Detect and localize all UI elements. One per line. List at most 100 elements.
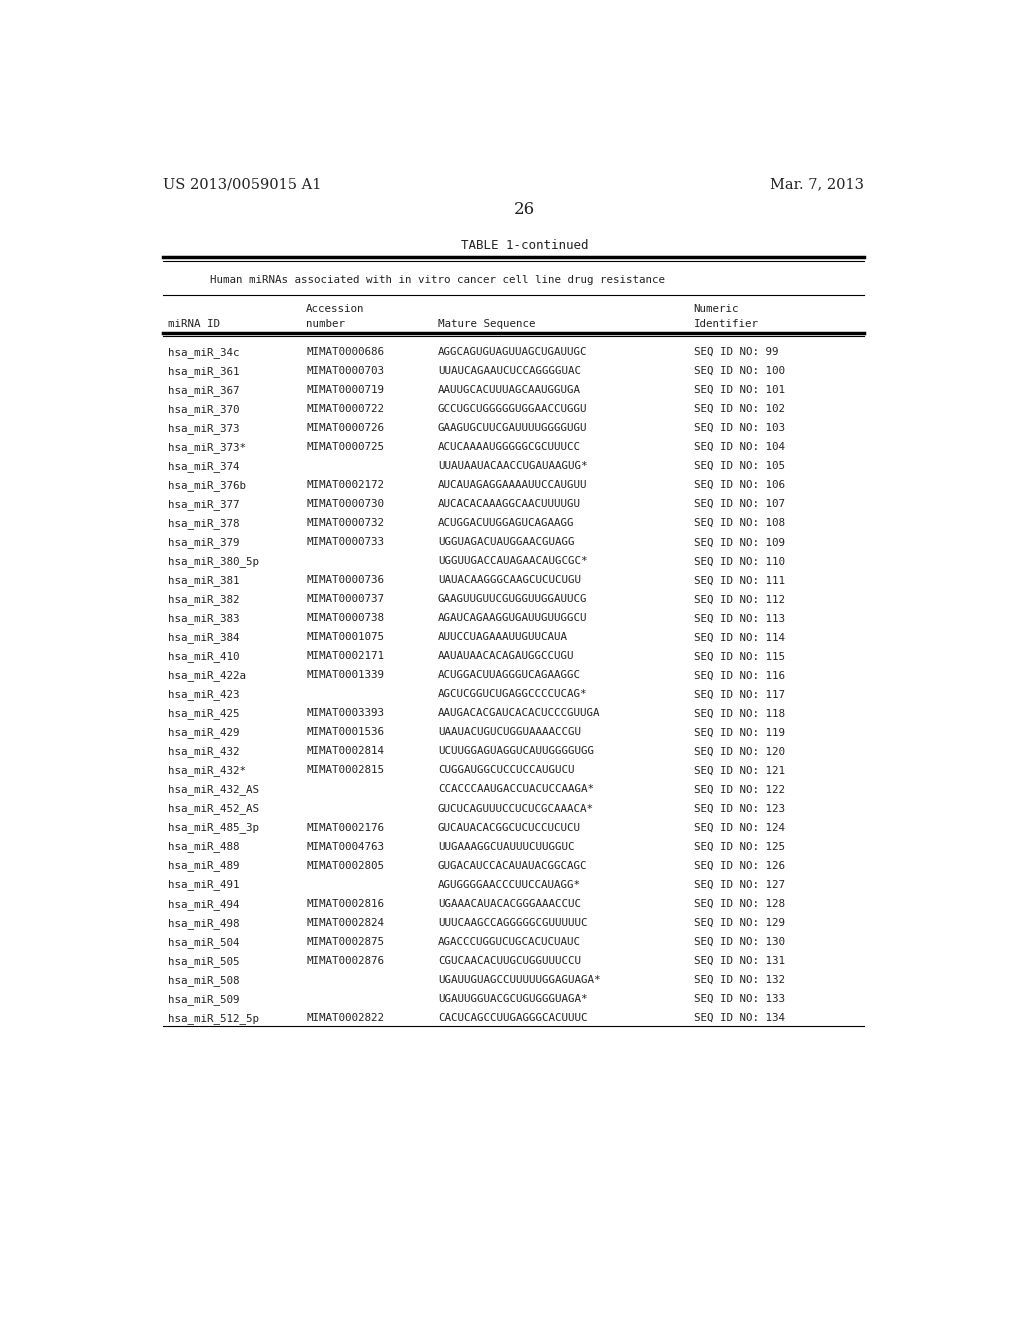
Text: SEQ ID NO: 108: SEQ ID NO: 108: [693, 519, 784, 528]
Text: MIMAT0001536: MIMAT0001536: [306, 727, 384, 738]
Text: AUCAUAGAGGAAAAUUCCAUGUU: AUCAUAGAGGAAAAUUCCAUGUU: [438, 480, 588, 490]
Text: MIMAT0002814: MIMAT0002814: [306, 746, 384, 756]
Text: MIMAT0002822: MIMAT0002822: [306, 1012, 384, 1023]
Text: UGAUUGGUACGCUGUGGGUAGA*: UGAUUGGUACGCUGUGGGUAGA*: [438, 994, 588, 1003]
Text: MIMAT0000730: MIMAT0000730: [306, 499, 384, 510]
Text: SEQ ID NO: 102: SEQ ID NO: 102: [693, 404, 784, 414]
Text: hsa_miR_379: hsa_miR_379: [168, 537, 240, 548]
Text: UGAUUGUAGCCUUUUUGGAGUAGA*: UGAUUGUAGCCUUUUUGGAGUAGA*: [438, 974, 600, 985]
Text: hsa_miR_425: hsa_miR_425: [168, 709, 240, 719]
Text: UUGAAAGGCUAUUUCUUGGUC: UUGAAAGGCUAUUUCUUGGUC: [438, 842, 574, 851]
Text: MIMAT0002171: MIMAT0002171: [306, 651, 384, 661]
Text: SEQ ID NO: 121: SEQ ID NO: 121: [693, 766, 784, 775]
Text: ACUGGACUUGGAGUCAGAAGG: ACUGGACUUGGAGUCAGAAGG: [438, 519, 574, 528]
Text: MIMAT0002824: MIMAT0002824: [306, 917, 384, 928]
Text: 26: 26: [514, 201, 536, 218]
Text: MIMAT0000725: MIMAT0000725: [306, 442, 384, 453]
Text: Identifier: Identifier: [693, 319, 759, 329]
Text: CUGGAUGGCUCCUCCAUGUCU: CUGGAUGGCUCCUCCAUGUCU: [438, 766, 574, 775]
Text: Mar. 7, 2013: Mar. 7, 2013: [770, 178, 864, 191]
Text: hsa_miR_494: hsa_miR_494: [168, 899, 240, 909]
Text: CCACCCAAUGACCUACUCCAAGA*: CCACCCAAUGACCUACUCCAAGA*: [438, 784, 594, 795]
Text: hsa_miR_485_3p: hsa_miR_485_3p: [168, 822, 259, 833]
Text: MIMAT0000719: MIMAT0000719: [306, 385, 384, 395]
Text: AGCUCGGUCUGAGGCCCCUCAG*: AGCUCGGUCUGAGGCCCCUCAG*: [438, 689, 588, 700]
Text: SEQ ID NO: 105: SEQ ID NO: 105: [693, 461, 784, 471]
Text: SEQ ID NO: 119: SEQ ID NO: 119: [693, 727, 784, 738]
Text: hsa_miR_452_AS: hsa_miR_452_AS: [168, 804, 259, 814]
Text: UUUCAAGCCAGGGGGCGUUUUUC: UUUCAAGCCAGGGGGCGUUUUUC: [438, 917, 588, 928]
Text: MIMAT0002176: MIMAT0002176: [306, 822, 384, 833]
Text: SEQ ID NO: 120: SEQ ID NO: 120: [693, 746, 784, 756]
Text: hsa_miR_410: hsa_miR_410: [168, 651, 240, 663]
Text: SEQ ID NO: 122: SEQ ID NO: 122: [693, 784, 784, 795]
Text: hsa_miR_34c: hsa_miR_34c: [168, 347, 240, 358]
Text: AAUUGCACUUUAGCAAUGGUGA: AAUUGCACUUUAGCAAUGGUGA: [438, 385, 581, 395]
Text: hsa_miR_381: hsa_miR_381: [168, 576, 240, 586]
Text: UGGUAGACUAUGGAACGUAGG: UGGUAGACUAUGGAACGUAGG: [438, 537, 574, 548]
Text: SEQ ID NO: 125: SEQ ID NO: 125: [693, 842, 784, 851]
Text: SEQ ID NO: 127: SEQ ID NO: 127: [693, 879, 784, 890]
Text: SEQ ID NO: 112: SEQ ID NO: 112: [693, 594, 784, 605]
Text: AAUAUAACACAGAUGGCCUGU: AAUAUAACACAGAUGGCCUGU: [438, 651, 574, 661]
Text: ACUCAAAAUGGGGGCGCUUUCC: ACUCAAAAUGGGGGCGCUUUCC: [438, 442, 581, 453]
Text: AGAUCAGAAGGUGAUUGUUGGCU: AGAUCAGAAGGUGAUUGUUGGCU: [438, 614, 588, 623]
Text: hsa_miR_383: hsa_miR_383: [168, 614, 240, 624]
Text: AGACCCUGGUCUGCACUCUAUC: AGACCCUGGUCUGCACUCUAUC: [438, 937, 581, 946]
Text: hsa_miR_489: hsa_miR_489: [168, 861, 240, 871]
Text: MIMAT0002815: MIMAT0002815: [306, 766, 384, 775]
Text: SEQ ID NO: 128: SEQ ID NO: 128: [693, 899, 784, 908]
Text: SEQ ID NO: 103: SEQ ID NO: 103: [693, 424, 784, 433]
Text: hsa_miR_423: hsa_miR_423: [168, 689, 240, 701]
Text: MIMAT0002805: MIMAT0002805: [306, 861, 384, 871]
Text: SEQ ID NO: 99: SEQ ID NO: 99: [693, 347, 778, 356]
Text: SEQ ID NO: 100: SEQ ID NO: 100: [693, 366, 784, 376]
Text: SEQ ID NO: 115: SEQ ID NO: 115: [693, 651, 784, 661]
Text: hsa_miR_488: hsa_miR_488: [168, 842, 240, 853]
Text: Accession: Accession: [306, 304, 365, 314]
Text: SEQ ID NO: 113: SEQ ID NO: 113: [693, 614, 784, 623]
Text: AUCACACAAAGGCAACUUUUGU: AUCACACAAAGGCAACUUUUGU: [438, 499, 581, 510]
Text: hsa_miR_429: hsa_miR_429: [168, 727, 240, 738]
Text: AGGCAGUGUAGUUAGCUGAUUGC: AGGCAGUGUAGUUAGCUGAUUGC: [438, 347, 588, 356]
Text: hsa_miR_432_AS: hsa_miR_432_AS: [168, 784, 259, 796]
Text: GUGACAUCCACAUAUACGGCAGC: GUGACAUCCACAUAUACGGCAGC: [438, 861, 588, 871]
Text: hsa_miR_512_5p: hsa_miR_512_5p: [168, 1012, 259, 1023]
Text: hsa_miR_432*: hsa_miR_432*: [168, 766, 247, 776]
Text: SEQ ID NO: 117: SEQ ID NO: 117: [693, 689, 784, 700]
Text: SEQ ID NO: 129: SEQ ID NO: 129: [693, 917, 784, 928]
Text: MIMAT0000703: MIMAT0000703: [306, 366, 384, 376]
Text: hsa_miR_376b: hsa_miR_376b: [168, 480, 247, 491]
Text: hsa_miR_432: hsa_miR_432: [168, 746, 240, 758]
Text: SEQ ID NO: 131: SEQ ID NO: 131: [693, 956, 784, 966]
Text: SEQ ID NO: 107: SEQ ID NO: 107: [693, 499, 784, 510]
Text: MIMAT0000737: MIMAT0000737: [306, 594, 384, 605]
Text: miRNA ID: miRNA ID: [168, 319, 220, 329]
Text: hsa_miR_508: hsa_miR_508: [168, 974, 240, 986]
Text: MIMAT0002816: MIMAT0002816: [306, 899, 384, 908]
Text: hsa_miR_374: hsa_miR_374: [168, 461, 240, 473]
Text: SEQ ID NO: 111: SEQ ID NO: 111: [693, 576, 784, 585]
Text: MIMAT0000738: MIMAT0000738: [306, 614, 384, 623]
Text: MIMAT0002876: MIMAT0002876: [306, 956, 384, 966]
Text: UUAUAAUACAACCUGAUAAGUG*: UUAUAAUACAACCUGAUAAGUG*: [438, 461, 588, 471]
Text: UAAUACUGUCUGGUAAAACCGU: UAAUACUGUCUGGUAAAACCGU: [438, 727, 581, 738]
Text: SEQ ID NO: 123: SEQ ID NO: 123: [693, 804, 784, 813]
Text: MIMAT0000733: MIMAT0000733: [306, 537, 384, 548]
Text: Numeric: Numeric: [693, 304, 739, 314]
Text: GCCUGCUGGGGGUGGAACCUGGU: GCCUGCUGGGGGUGGAACCUGGU: [438, 404, 588, 414]
Text: SEQ ID NO: 132: SEQ ID NO: 132: [693, 974, 784, 985]
Text: hsa_miR_384: hsa_miR_384: [168, 632, 240, 643]
Text: SEQ ID NO: 126: SEQ ID NO: 126: [693, 861, 784, 871]
Text: MIMAT0000736: MIMAT0000736: [306, 576, 384, 585]
Text: hsa_miR_373: hsa_miR_373: [168, 424, 240, 434]
Text: hsa_miR_382: hsa_miR_382: [168, 594, 240, 605]
Text: hsa_miR_380_5p: hsa_miR_380_5p: [168, 556, 259, 568]
Text: Human miRNAs associated with in vitro cancer cell line drug resistance: Human miRNAs associated with in vitro ca…: [211, 275, 666, 285]
Text: SEQ ID NO: 109: SEQ ID NO: 109: [693, 537, 784, 548]
Text: SEQ ID NO: 116: SEQ ID NO: 116: [693, 671, 784, 680]
Text: hsa_miR_377: hsa_miR_377: [168, 499, 240, 510]
Text: SEQ ID NO: 124: SEQ ID NO: 124: [693, 822, 784, 833]
Text: SEQ ID NO: 118: SEQ ID NO: 118: [693, 709, 784, 718]
Text: UUAUCAGAAUCUCCAGGGGUAC: UUAUCAGAAUCUCCAGGGGUAC: [438, 366, 581, 376]
